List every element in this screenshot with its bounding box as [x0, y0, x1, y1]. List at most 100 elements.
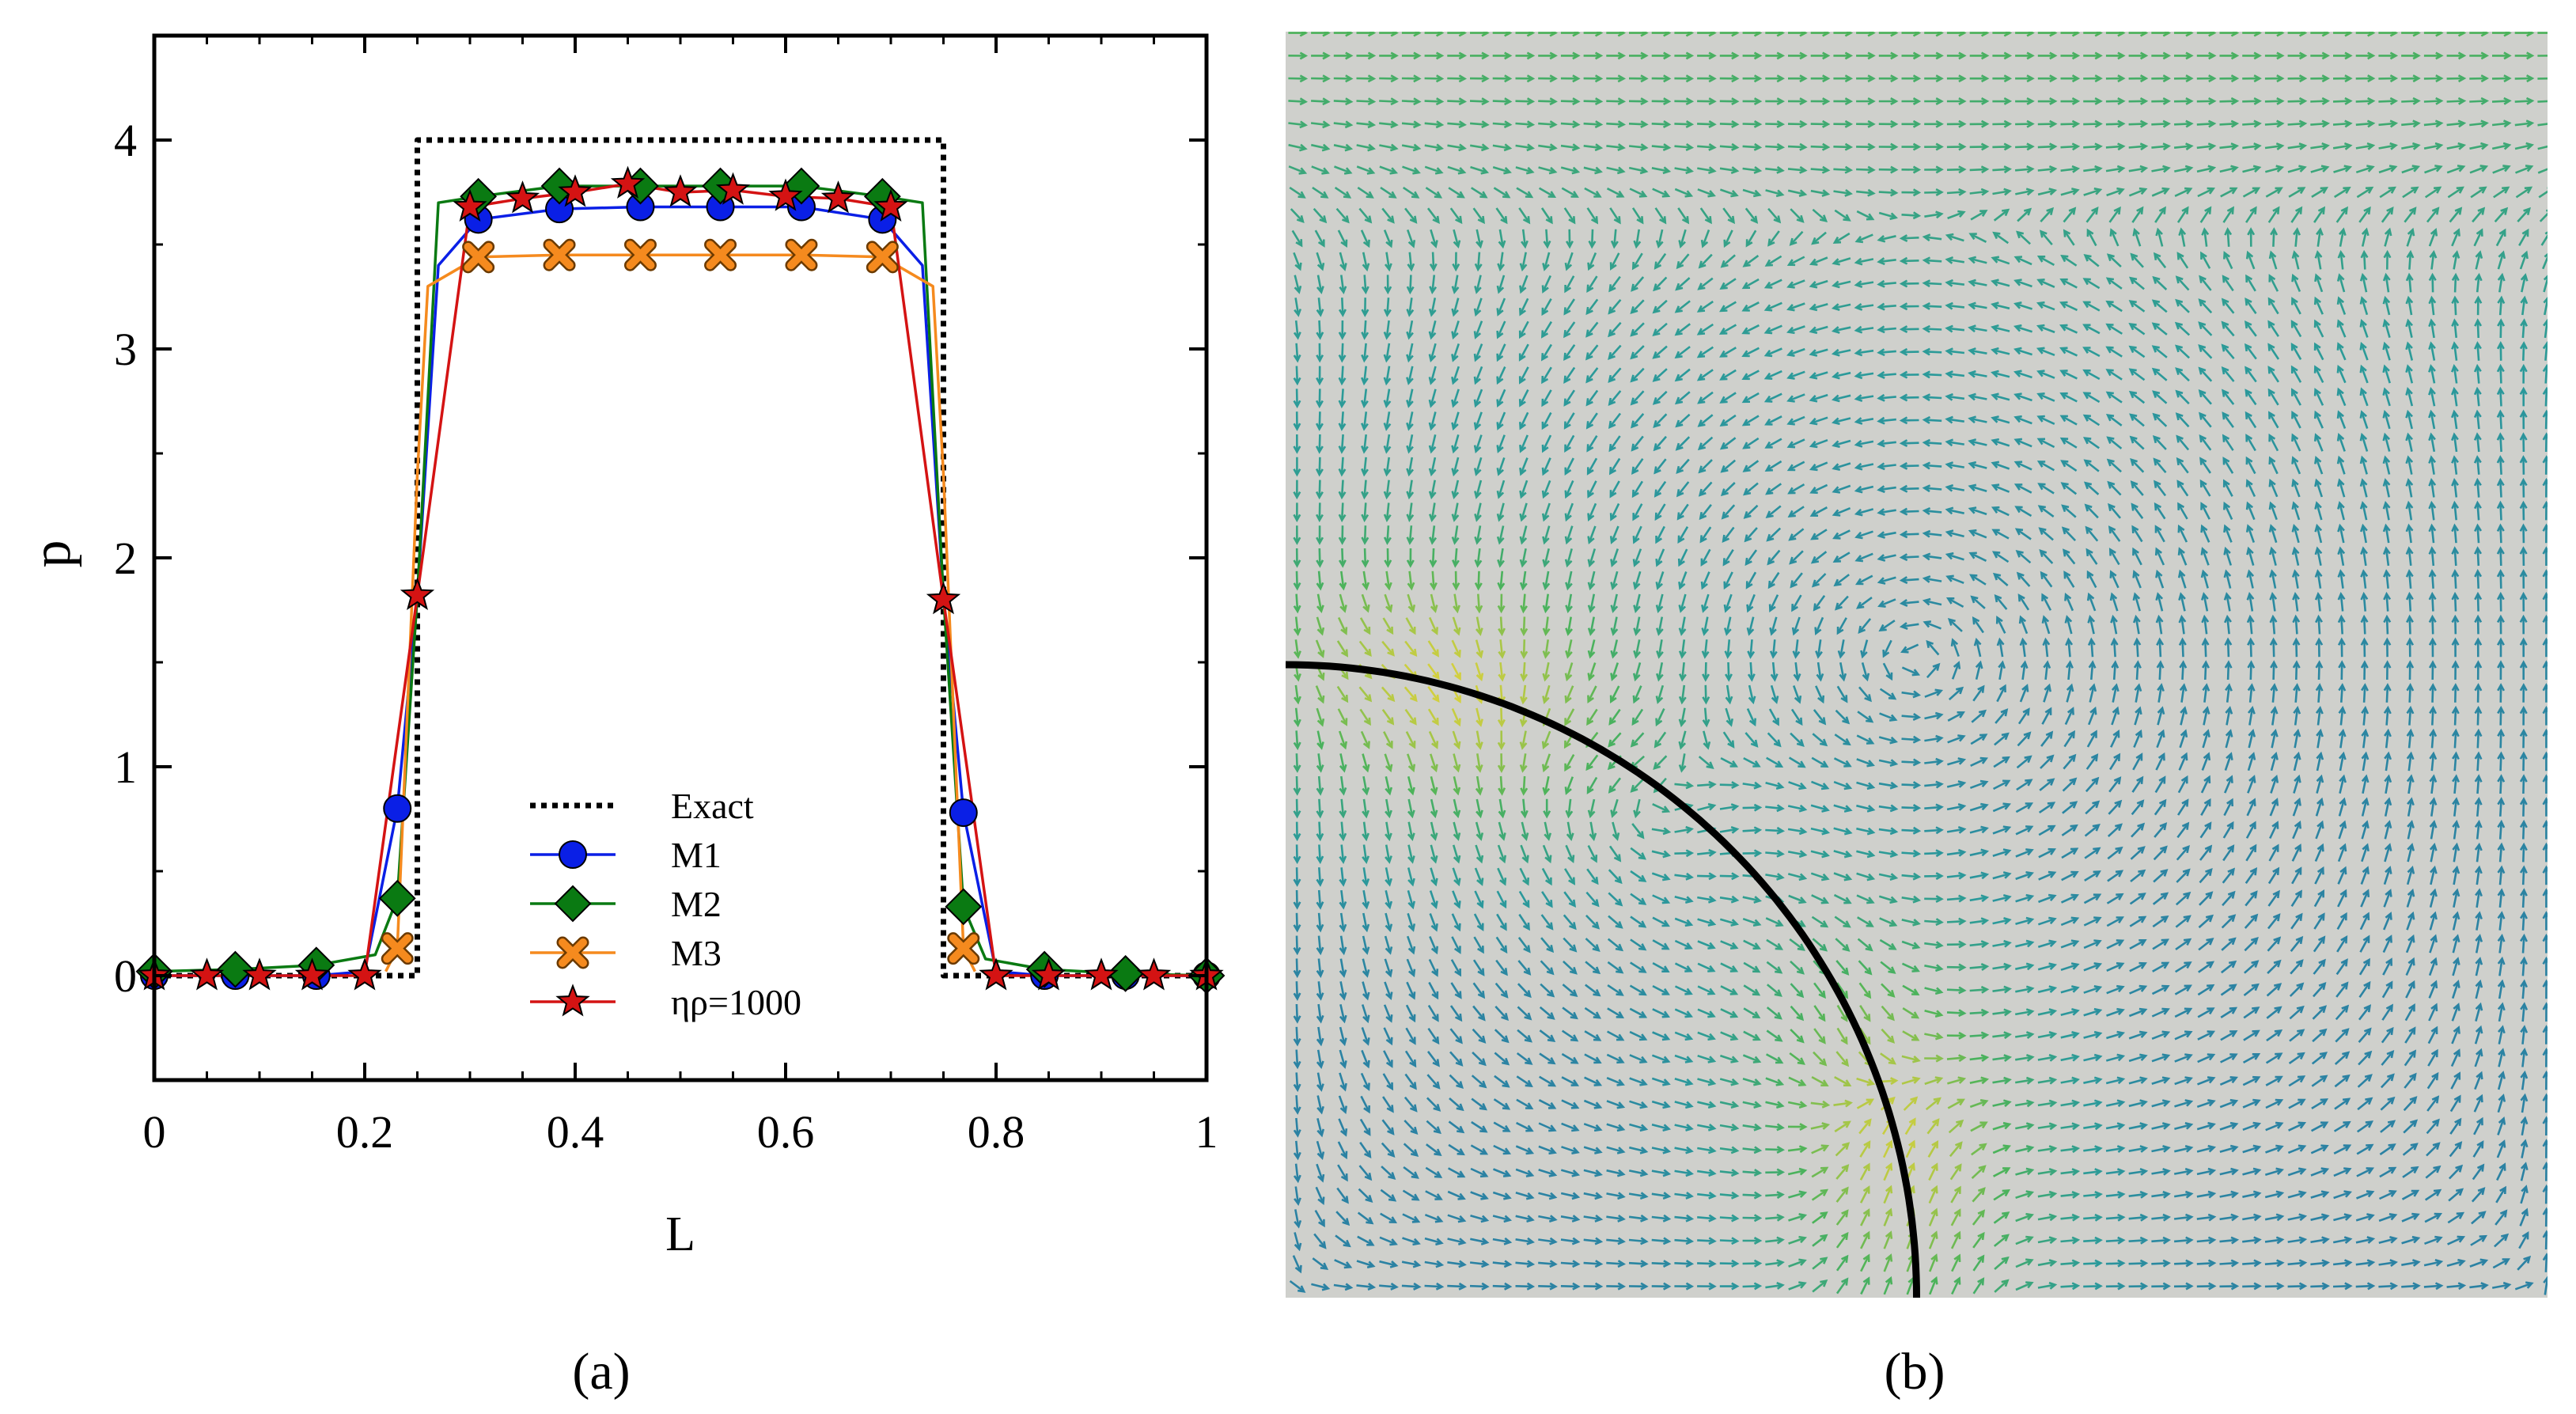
velocity-arrow — [1697, 1054, 1717, 1063]
velocity-arrow — [1294, 1186, 1301, 1206]
velocity-arrow — [1563, 868, 1576, 885]
velocity-arrow — [1922, 529, 1942, 538]
velocity-arrow — [1833, 804, 1853, 813]
velocity-arrow — [1924, 780, 1944, 789]
velocity-arrow — [1541, 753, 1551, 773]
velocity-arrow — [2292, 614, 2301, 635]
velocity-arrow — [1630, 847, 1646, 860]
velocity-arrow — [1742, 1123, 1763, 1132]
legend-label: ηρ=1000 — [671, 982, 801, 1022]
velocity-arrow — [2496, 523, 2505, 544]
series-marker-m2 — [378, 879, 416, 917]
velocity-arrow — [2174, 1030, 2193, 1041]
velocity-arrow — [1316, 775, 1324, 796]
velocity-arrow — [2064, 593, 2074, 612]
velocity-arrow — [2287, 1144, 2307, 1154]
velocity-arrow — [1969, 1076, 1990, 1085]
velocity-arrow — [1358, 1188, 1373, 1204]
velocity-arrow — [1674, 1282, 1695, 1291]
panel-a-label: (a) — [572, 1343, 630, 1401]
velocity-arrow — [2105, 1259, 2126, 1268]
velocity-arrow — [1316, 1163, 1325, 1183]
velocity-arrow — [2311, 1098, 2329, 1110]
velocity-arrow — [1765, 1053, 1784, 1064]
velocity-arrow — [1724, 662, 1733, 682]
velocity-arrow — [1362, 753, 1370, 773]
velocity-arrow — [2378, 1189, 2397, 1200]
velocity-arrow — [1722, 526, 1735, 544]
velocity-arrow — [1544, 821, 1552, 841]
velocity-arrow — [2151, 1145, 2171, 1153]
velocity-arrow — [1697, 848, 1717, 857]
velocity-arrow — [1293, 616, 1301, 636]
velocity-arrow — [2128, 1030, 2148, 1040]
velocity-arrow — [1928, 1185, 1938, 1204]
velocity-arrow — [2107, 846, 2123, 860]
velocity-arrow — [1403, 1166, 1419, 1179]
velocity-arrow — [2015, 802, 2034, 813]
velocity-arrow — [1833, 757, 1852, 768]
velocity-arrow — [1402, 1189, 1420, 1201]
velocity-arrow — [1839, 662, 1847, 682]
velocity-arrow — [2202, 683, 2210, 703]
velocity-arrow — [1453, 821, 1461, 841]
series-marker-m3 — [381, 932, 414, 965]
velocity-arrow — [1992, 939, 2012, 948]
velocity-arrow — [2520, 1093, 2529, 1113]
velocity-arrow — [1630, 938, 1647, 951]
velocity-arrow — [1515, 1282, 1536, 1291]
velocity-arrow — [2037, 985, 2058, 994]
velocity-arrow — [2037, 1167, 2058, 1176]
velocity-arrow — [2084, 824, 2101, 837]
velocity-arrow — [2264, 1167, 2285, 1176]
velocity-arrow — [1651, 1077, 1671, 1086]
velocity-arrow — [1492, 1215, 1513, 1223]
velocity-arrow — [1810, 551, 1828, 564]
velocity-arrow — [1720, 985, 1739, 995]
velocity-arrow — [1520, 662, 1529, 682]
arrow-layer — [1288, 32, 2548, 1295]
velocity-arrow — [1700, 571, 1710, 590]
velocity-arrow — [1471, 1097, 1487, 1111]
velocity-arrow — [2357, 1074, 2373, 1088]
velocity-arrow — [1405, 1027, 1416, 1045]
velocity-arrow — [2287, 1213, 2308, 1222]
velocity-arrow — [1652, 961, 1670, 972]
velocity-arrow — [2542, 842, 2548, 862]
velocity-arrow — [2542, 1207, 2548, 1227]
velocity-arrow — [1473, 913, 1484, 931]
velocity-arrow — [2428, 591, 2437, 612]
velocity-arrow — [1924, 803, 1944, 812]
velocity-arrow — [1928, 1230, 1938, 1249]
velocity-arrow — [1858, 960, 1873, 976]
velocity-arrow — [1519, 684, 1528, 705]
velocity-arrow — [1560, 1215, 1581, 1223]
velocity-arrow — [2338, 797, 2347, 817]
velocity-arrow — [2220, 1030, 2238, 1041]
velocity-arrow — [1565, 798, 1574, 819]
velocity-arrow — [2401, 1282, 2421, 1291]
velocity-arrow — [1517, 937, 1531, 953]
velocity-arrow — [2332, 1236, 2353, 1245]
velocity-arrow — [2426, 1071, 2439, 1090]
velocity-arrow — [2427, 1048, 2438, 1067]
velocity-arrow — [1969, 1031, 1990, 1040]
velocity-arrow — [2451, 1025, 2460, 1044]
velocity-arrow — [2176, 868, 2191, 883]
velocity-arrow — [2287, 1167, 2307, 1177]
velocity-arrow — [1521, 821, 1529, 841]
velocity-arrow — [2175, 915, 2191, 928]
velocity-arrow — [1951, 1253, 1961, 1272]
velocity-arrow — [1765, 873, 1785, 881]
velocity-arrow — [1406, 981, 1416, 1000]
velocity-arrow — [2519, 865, 2528, 885]
velocity-arrow — [2451, 614, 2460, 635]
velocity-arrow — [1900, 643, 1919, 654]
velocity-arrow — [1447, 1214, 1467, 1223]
velocity-arrow — [1651, 1100, 1671, 1109]
velocity-arrow — [1766, 961, 1783, 974]
velocity-arrow — [2156, 660, 2165, 680]
velocity-arrow — [2198, 914, 2214, 929]
velocity-arrow — [1293, 525, 1301, 545]
velocity-arrow — [1606, 1260, 1627, 1268]
